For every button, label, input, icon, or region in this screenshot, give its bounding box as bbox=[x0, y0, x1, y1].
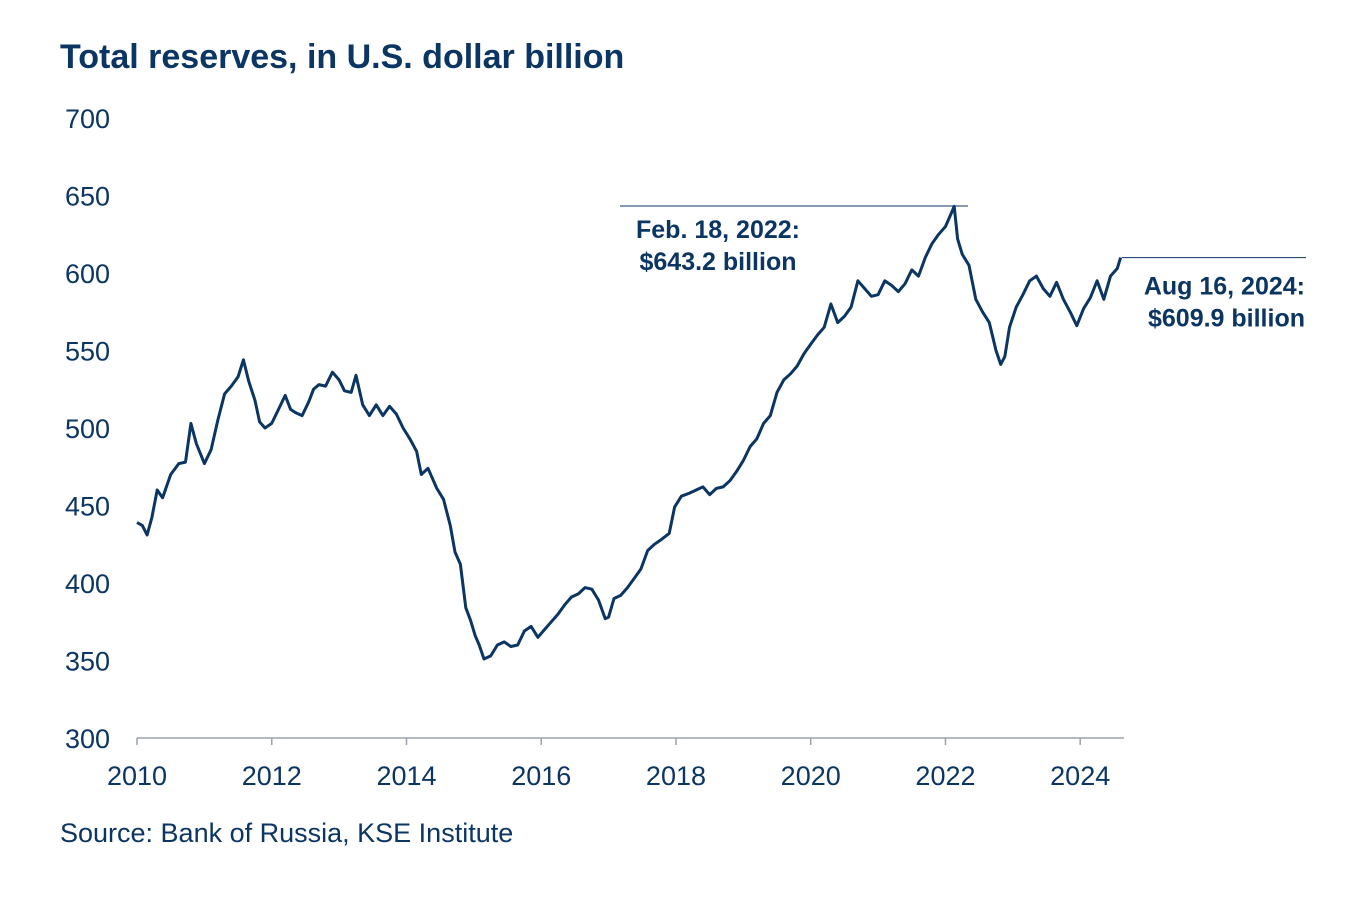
x-tick-label: 2020 bbox=[781, 761, 841, 791]
y-tick-label: 350 bbox=[65, 647, 110, 677]
y-tick-label: 600 bbox=[65, 259, 110, 289]
annotation-label-line: $643.2 billion bbox=[639, 248, 796, 276]
y-axis-ticks: 300 350 400 450 500 550 600 650 700 bbox=[65, 104, 110, 754]
y-tick-label: 300 bbox=[65, 724, 110, 754]
x-tick-label: 2024 bbox=[1050, 761, 1110, 791]
y-tick-label: 650 bbox=[65, 182, 110, 212]
series-line bbox=[136, 204, 1123, 661]
x-tick-label: 2016 bbox=[511, 761, 571, 791]
y-tick-label: 700 bbox=[65, 104, 110, 134]
x-tick-label: 2022 bbox=[915, 761, 975, 791]
x-axis-ticks: 2010 2012 2014 2016 2018 2020 2022 2024 bbox=[107, 738, 1110, 791]
annotation-label-line: Feb. 18, 2022: bbox=[636, 216, 800, 244]
annotation-label-line: Aug 16, 2024: bbox=[1144, 273, 1305, 301]
y-tick-label: 450 bbox=[65, 492, 110, 522]
annotation-label-line: $609.9 billion bbox=[1148, 305, 1305, 333]
chart-title: Total reserves, in U.S. dollar billion bbox=[60, 38, 625, 76]
annotation-leader-lines bbox=[620, 205, 1306, 259]
y-tick-label: 550 bbox=[65, 337, 110, 367]
x-tick-label: 2018 bbox=[646, 761, 706, 791]
x-tick-label: 2010 bbox=[107, 761, 167, 791]
source-note: Source: Bank of Russia, KSE Institute bbox=[60, 818, 514, 848]
y-tick-label: 500 bbox=[65, 414, 110, 444]
x-tick-label: 2012 bbox=[242, 761, 302, 791]
x-tick-label: 2014 bbox=[376, 761, 436, 791]
y-tick-label: 400 bbox=[65, 569, 110, 599]
annotation-labels: Feb. 18, 2022: $643.2 billion Aug 16, 2024… bbox=[636, 216, 1305, 333]
